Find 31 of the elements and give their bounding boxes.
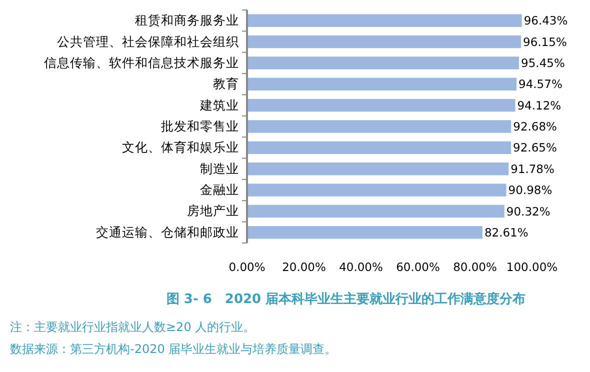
y-tick-label: 交通运输、仓储和邮政业 <box>96 224 239 240</box>
data-label: 91.78% <box>510 162 554 176</box>
y-tick-label: 批发和零售业 <box>161 118 239 134</box>
text: 图 3- 6 2020 届本科毕业生主要就业行业的工作满意度分布 <box>166 291 526 307</box>
y-tick-label: 制造业 <box>200 160 239 176</box>
data-label: 94.12% <box>517 98 562 112</box>
y-tick-label: 房地产业 <box>187 203 239 218</box>
data-label: 94.57% <box>518 77 562 92</box>
data-label: 96.15% <box>523 34 567 49</box>
y-tick-label: 租赁和商务服务业 <box>135 12 239 28</box>
x-tick-label: 40.00% <box>339 260 383 274</box>
data-label: 96.43% <box>524 14 568 28</box>
data-label: 95.45% <box>521 56 565 70</box>
y-tick-label: 公共管理、社会保障和社会组织 <box>57 34 239 49</box>
data-label: 90.32% <box>506 204 550 218</box>
x-tick-label: 20.00% <box>282 260 326 274</box>
source-note: 数据来源：第三方机构-2020 届毕业生就业与培养质量调查。 <box>10 342 337 356</box>
x-tick-label: 0.00% <box>228 260 266 274</box>
data-label: 92.68% <box>513 120 558 134</box>
data-label: 92.65% <box>513 140 557 155</box>
y-tick-label: 建筑业 <box>199 97 239 112</box>
data-label: 90.98% <box>508 183 552 198</box>
x-tick-label: 60.00% <box>396 260 440 274</box>
y-tick-label: 信息传输、软件和信息技术服务业 <box>44 54 239 70</box>
data-label: 82.61% <box>484 225 528 240</box>
x-tick-label: 100.00% <box>506 260 558 274</box>
y-tick-label: 金融业 <box>200 182 239 198</box>
y-tick-label: 文化、体育和娱乐业 <box>122 140 239 155</box>
y-tick-label: 教育 <box>213 76 239 92</box>
x-tick-label: 80.00% <box>453 260 497 274</box>
text: 注：主要就业行业指就业人数≥20 人的行业。 <box>10 320 256 334</box>
